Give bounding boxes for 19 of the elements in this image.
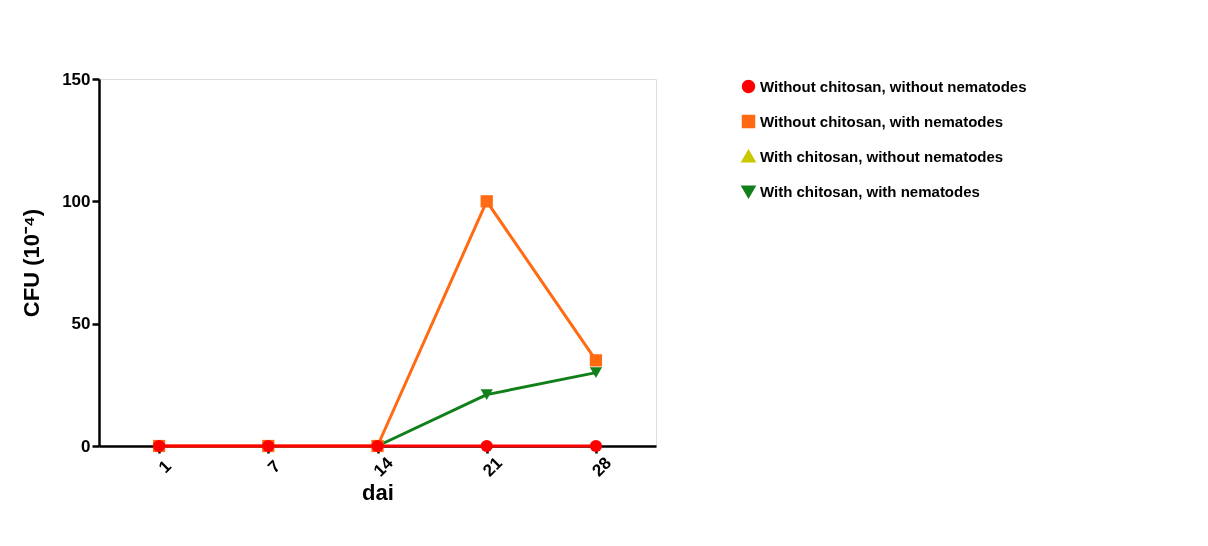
point	[589, 354, 603, 367]
y-tick-label: 150	[62, 69, 91, 89]
x-axis-title: dai	[362, 480, 394, 506]
y-tick-label: 100	[62, 191, 91, 211]
x-tick-label: 7	[264, 456, 285, 477]
point	[480, 195, 493, 208]
point	[589, 439, 603, 453]
y-tick-label: 0	[81, 436, 91, 456]
legend-label: With chitosan, with nematodes	[760, 182, 980, 200]
x-tick-label: 14	[369, 453, 398, 481]
legend-label: Without chitosan, without nematodes	[760, 77, 1027, 95]
legend-label: With chitosan, without nematodes	[760, 147, 1004, 165]
x-tick-label: 21	[479, 453, 506, 481]
x-tick-label: 28	[588, 453, 616, 481]
x-tick-label: 1	[154, 456, 175, 477]
y-tick-label: 50	[71, 314, 91, 334]
y-axis-title: CFU (10⁻⁴)	[19, 208, 45, 318]
legend-label: Without chitosan, with nematodes	[760, 112, 1004, 130]
point	[480, 439, 493, 453]
